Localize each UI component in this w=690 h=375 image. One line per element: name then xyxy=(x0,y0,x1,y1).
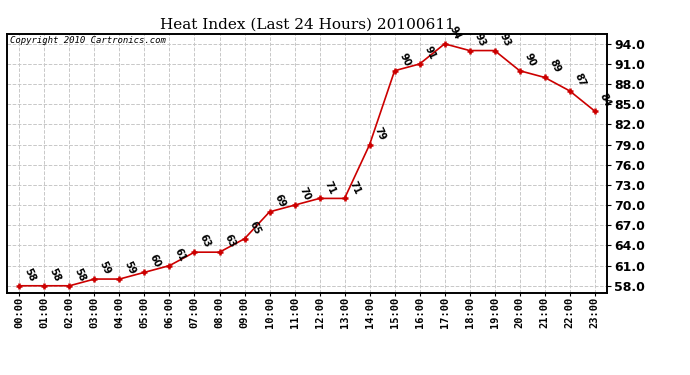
Text: 63: 63 xyxy=(222,233,237,249)
Text: 69: 69 xyxy=(273,193,287,209)
Text: 87: 87 xyxy=(573,72,587,88)
Text: 59: 59 xyxy=(122,260,137,276)
Text: 71: 71 xyxy=(322,179,337,196)
Text: 79: 79 xyxy=(373,125,387,142)
Text: 89: 89 xyxy=(547,58,562,75)
Text: 59: 59 xyxy=(97,260,112,276)
Text: 58: 58 xyxy=(47,266,62,283)
Text: 70: 70 xyxy=(297,186,312,202)
Text: 91: 91 xyxy=(422,45,437,61)
Text: 90: 90 xyxy=(397,51,412,68)
Text: 93: 93 xyxy=(473,32,487,48)
Text: 58: 58 xyxy=(72,266,87,283)
Text: 58: 58 xyxy=(22,266,37,283)
Text: 90: 90 xyxy=(522,51,538,68)
Text: Copyright 2010 Cartronics.com: Copyright 2010 Cartronics.com xyxy=(10,36,166,45)
Text: 93: 93 xyxy=(497,32,512,48)
Text: 65: 65 xyxy=(247,219,262,236)
Text: 84: 84 xyxy=(598,92,612,108)
Text: 61: 61 xyxy=(172,246,187,263)
Text: 60: 60 xyxy=(147,253,162,270)
Text: 63: 63 xyxy=(197,233,212,249)
Title: Heat Index (Last 24 Hours) 20100611: Heat Index (Last 24 Hours) 20100611 xyxy=(159,17,455,31)
Text: 71: 71 xyxy=(347,179,362,196)
Text: 94: 94 xyxy=(447,25,462,41)
